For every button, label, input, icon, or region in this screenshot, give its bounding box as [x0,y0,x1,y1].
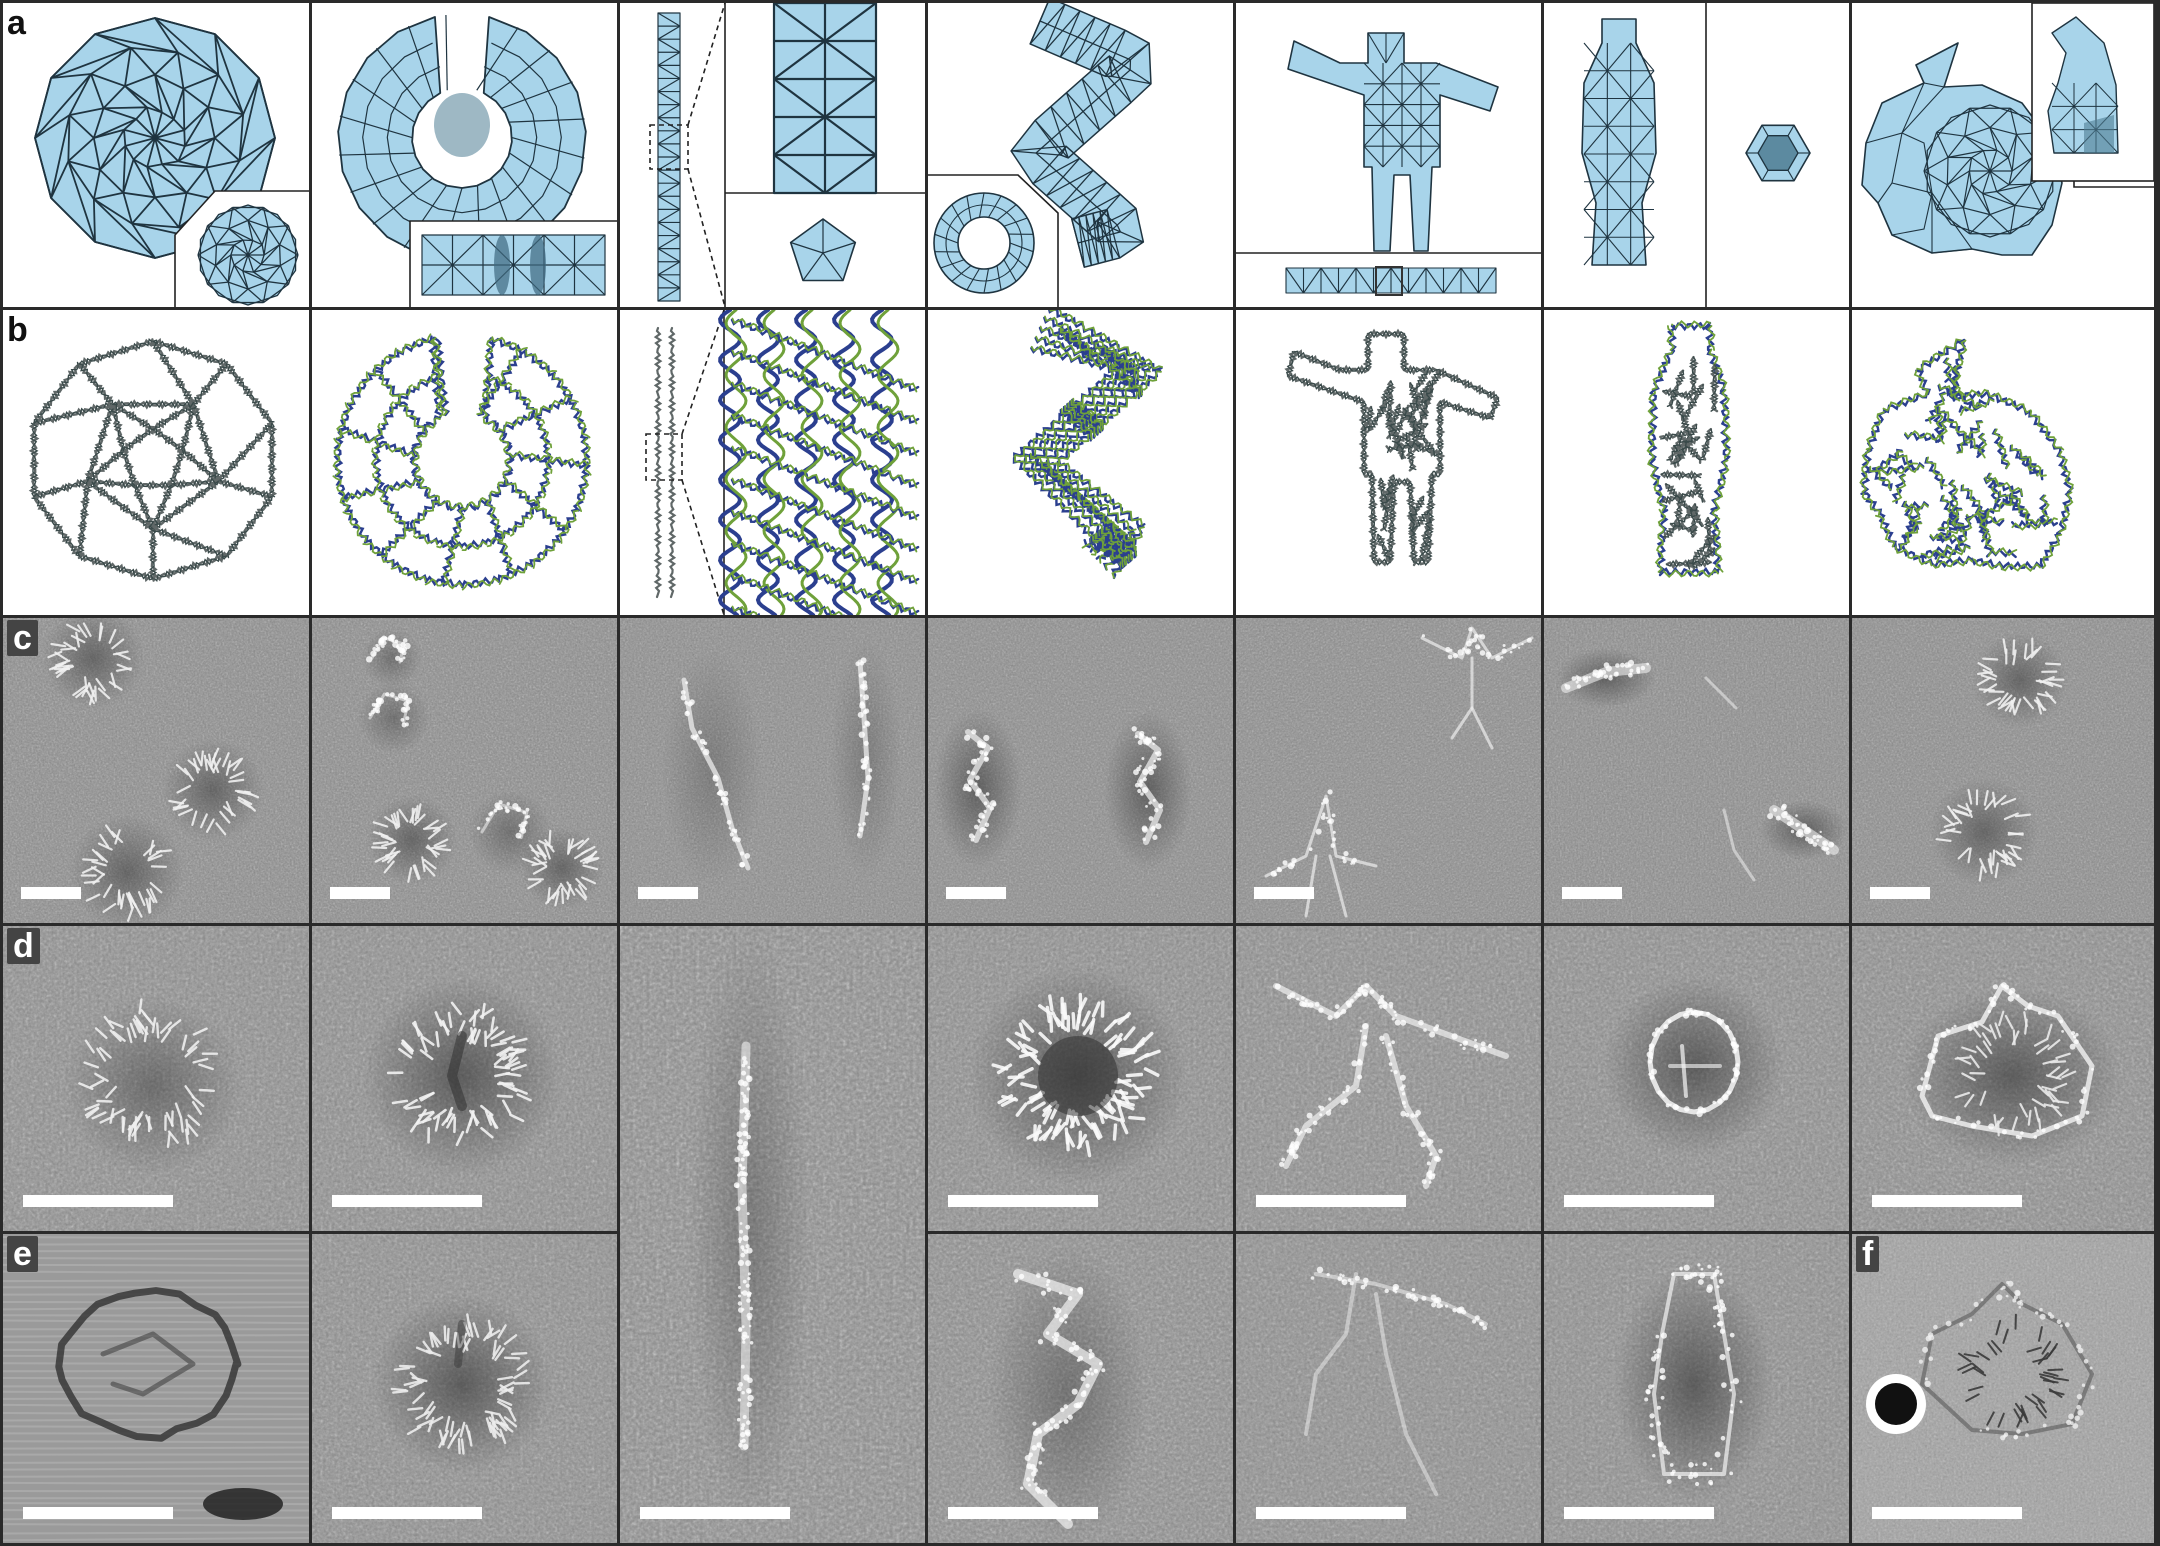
row-e-panel-2 [312,1234,617,1543]
row-a-panel-7 [1852,3,2154,307]
row-c-panel-5 [1236,618,1541,923]
row-d-panel-4 [928,926,1233,1231]
scale-bar [1870,887,1930,899]
row-b-panel-6 [1544,310,1849,615]
row-b-panel-4 [928,310,1233,615]
panel-label-e: e [7,1236,38,1272]
row-e-panel-5 [1236,1234,1541,1543]
scale-bar [23,1195,173,1207]
panel-label-b: b [7,311,28,349]
scale-bar [1564,1507,1714,1519]
row-b-panel-1: b [3,310,309,615]
scale-bar [1254,887,1314,899]
row-a-panel-2 [312,3,617,307]
scale-bar [1872,1195,2022,1207]
row-b-panel-2 [312,310,617,615]
scale-bar [1256,1507,1406,1519]
row-b-panel-7 [1852,310,2154,615]
row-a-panel-3 [620,3,925,307]
row-b-panel-3 [620,310,925,615]
row-c-panel-3 [620,618,925,923]
row-a-panel-5 [1236,3,1541,307]
row-d-panel-2 [312,926,617,1231]
row-e-panel-4 [928,1234,1233,1543]
panel-label-c: c [7,620,38,656]
scale-bar [332,1507,482,1519]
scale-bar [946,887,1006,899]
row-e-panel-6 [1544,1234,1849,1543]
panel-label-a: a [7,4,26,42]
row-a-panel-6 [1544,3,1849,307]
row-a-panel-4 [928,3,1233,307]
row-d-panel-1: d [3,926,309,1231]
row-e-panel-1: e [3,1234,309,1543]
scale-bar [640,1507,790,1519]
row-d-panel-6 [1544,926,1849,1231]
row-d-panel-7 [1852,926,2154,1231]
scale-bar [330,887,390,899]
scale-bar [1872,1507,2022,1519]
scale-bar [23,1507,173,1519]
scale-bar [1562,887,1622,899]
scale-bar [332,1195,482,1207]
panel-label-f: f [1856,1236,1880,1272]
scale-bar [1256,1195,1406,1207]
row-b-panel-5 [1236,310,1541,615]
scale-bar [638,887,698,899]
row-c-panel-6 [1544,618,1849,923]
scale-bar [948,1507,1098,1519]
scale-bar [948,1195,1098,1207]
row-c-panel-7 [1852,618,2154,923]
panel-label-d: d [7,928,40,964]
row-d-panel-3 [620,926,925,1543]
row-a-panel-1: a [3,3,309,307]
row-d-panel-5 [1236,926,1541,1231]
row-c-panel-2 [312,618,617,923]
row-c-panel-1: c [3,618,309,923]
row-e-panel-7: f [1852,1234,2154,1543]
row-c-panel-4 [928,618,1233,923]
scale-bar [1564,1195,1714,1207]
scale-bar [21,887,81,899]
